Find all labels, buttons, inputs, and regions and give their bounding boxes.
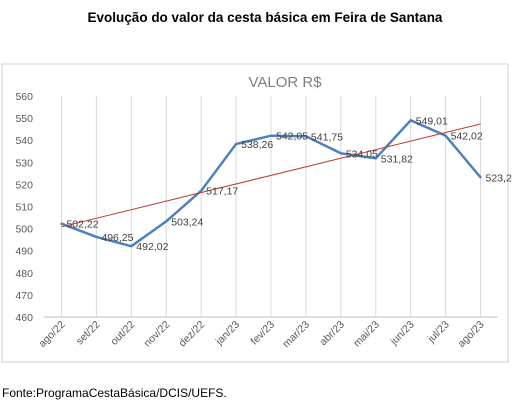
y-tick-label: 530: [15, 157, 33, 169]
data-point: [304, 135, 308, 138]
data-point: [479, 176, 482, 179]
y-tick-label: 510: [15, 202, 33, 214]
data-label: 517,17: [206, 186, 238, 198]
trend-line: [61, 123, 481, 228]
data-label: 534,05: [346, 148, 378, 160]
chart-frame: [1, 63, 509, 363]
y-tick-label: 550: [15, 113, 33, 125]
y-tick-label: 540: [15, 135, 33, 147]
data-label: 549,01: [416, 115, 448, 127]
data-point: [234, 142, 238, 146]
data-label: 523,22: [486, 172, 512, 184]
line-chart: VALOR R$ 460 470 480 490 500 510 520 530 540 550 56…: [1, 63, 518, 363]
data-label: 496,25: [101, 232, 133, 244]
data-label: 541,75: [311, 131, 343, 143]
data-point: [165, 220, 168, 223]
y-tick-label: 460: [15, 312, 33, 324]
y-tick-label: 500: [15, 224, 33, 236]
data-label: 538,26: [241, 139, 273, 151]
data-point: [60, 222, 63, 225]
data-label: 542,02: [451, 131, 483, 143]
y-tick-label: 560: [15, 91, 33, 103]
source-note: Fonte:ProgramaCestaBásica/DCIS/UEFS.: [2, 386, 227, 400]
data-point: [444, 134, 447, 137]
page-title: Evolução do valor da cesta básica em Fei…: [87, 10, 443, 25]
data-point: [95, 235, 98, 239]
chart-title: VALOR R$: [248, 74, 322, 91]
data-point: [374, 157, 377, 160]
data-label: 503,24: [171, 216, 203, 228]
data-label: 542,05: [276, 131, 308, 143]
data-label: 531,82: [381, 153, 413, 165]
y-tick-label: 480: [15, 268, 33, 280]
data-point: [269, 134, 273, 137]
data-point: [339, 152, 343, 155]
y-tick-label: 470: [15, 290, 33, 302]
data-point: [409, 119, 412, 122]
y-tick-label: 520: [15, 179, 33, 191]
data-label: 492,02: [136, 241, 168, 253]
data-label: 502,22: [66, 219, 98, 231]
data-point: [130, 245, 133, 248]
chart-container: VALOR R$ 460 470 480 490 500 510 520 530 540 550 56…: [0, 62, 518, 367]
data-point: [199, 189, 203, 192]
y-tick-label: 490: [15, 246, 33, 258]
